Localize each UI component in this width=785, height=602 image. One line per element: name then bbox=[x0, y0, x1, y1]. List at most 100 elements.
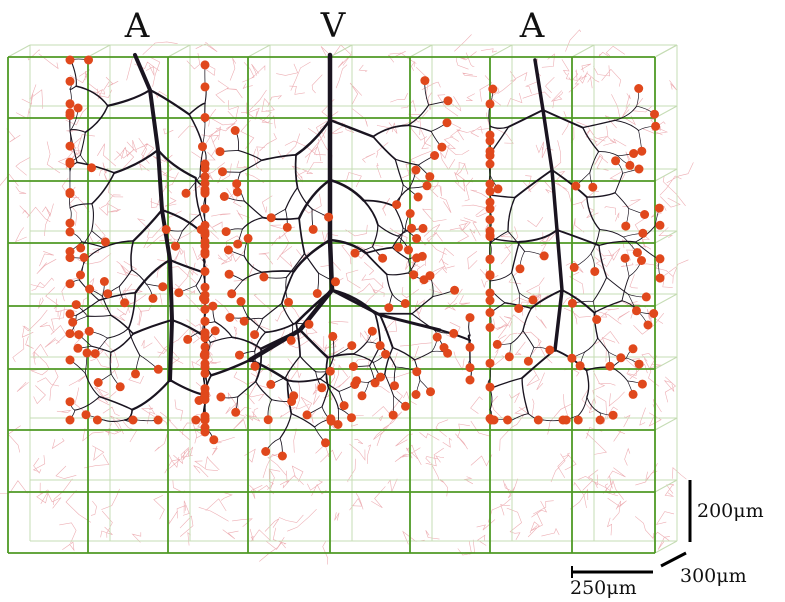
vessel bbox=[87, 315, 111, 316]
terminal-point bbox=[571, 182, 580, 191]
terminal-point bbox=[347, 341, 356, 350]
vessel bbox=[512, 414, 528, 420]
terminal-point bbox=[545, 346, 554, 355]
terminal-point bbox=[488, 85, 497, 94]
terminal-point bbox=[199, 294, 208, 303]
scale-label: 200μm bbox=[697, 500, 764, 522]
vessel bbox=[393, 348, 415, 360]
terminal-point bbox=[201, 204, 210, 213]
terminal-point bbox=[201, 267, 210, 276]
vessel bbox=[288, 379, 321, 382]
terminal-point bbox=[66, 279, 75, 288]
terminal-point bbox=[83, 348, 92, 357]
terminal-point bbox=[433, 333, 442, 342]
vessel bbox=[583, 120, 615, 127]
vessel bbox=[286, 254, 304, 278]
terminal-point bbox=[66, 329, 75, 338]
vessel bbox=[366, 248, 392, 254]
vessel bbox=[70, 130, 85, 133]
terminal-point bbox=[638, 229, 647, 238]
terminal-point bbox=[351, 249, 360, 258]
terminal-point bbox=[201, 172, 210, 181]
terminal-point bbox=[629, 390, 638, 399]
vessel bbox=[296, 120, 330, 155]
terminal-point bbox=[162, 225, 171, 234]
vessel bbox=[373, 137, 395, 160]
vessel bbox=[615, 193, 629, 209]
terminal-point bbox=[376, 373, 385, 382]
terminal-point bbox=[66, 111, 75, 120]
vein-label: V bbox=[320, 6, 347, 46]
terminal-point bbox=[216, 393, 225, 402]
terminal-point bbox=[567, 354, 576, 363]
vessel bbox=[490, 195, 515, 198]
terminal-point bbox=[191, 416, 200, 425]
terminal-point bbox=[303, 410, 312, 419]
terminal-point bbox=[324, 213, 333, 222]
terminal-point bbox=[100, 277, 109, 286]
terminal-point bbox=[66, 159, 75, 168]
terminal-point bbox=[326, 414, 335, 423]
vessel bbox=[107, 328, 128, 338]
terminal-point bbox=[389, 411, 398, 420]
terminal-point bbox=[74, 330, 83, 339]
terminal-point bbox=[66, 219, 75, 228]
terminal-point bbox=[201, 317, 210, 326]
terminal-point bbox=[201, 189, 210, 198]
terminal-point bbox=[84, 56, 93, 65]
terminal-point bbox=[222, 227, 231, 236]
terminal-point bbox=[66, 397, 75, 406]
vessel bbox=[232, 337, 261, 348]
vessel bbox=[150, 90, 189, 114]
terminal-point bbox=[404, 246, 413, 255]
vessel bbox=[593, 278, 607, 302]
terminal-point bbox=[231, 408, 240, 417]
terminal-point bbox=[529, 295, 538, 304]
terminal-point bbox=[486, 160, 495, 169]
vessel bbox=[490, 126, 509, 128]
vessel bbox=[189, 103, 205, 114]
terminal-point bbox=[182, 189, 191, 198]
terminal-point bbox=[328, 332, 337, 341]
vessel bbox=[587, 370, 589, 397]
artery-label: A bbox=[519, 6, 545, 46]
terminal-point bbox=[368, 327, 377, 336]
vessel bbox=[415, 352, 432, 360]
vessel bbox=[170, 260, 205, 273]
terminal-point bbox=[486, 270, 495, 279]
terminal-point bbox=[486, 359, 495, 368]
terminal-point bbox=[412, 234, 421, 243]
terminal-point bbox=[85, 327, 94, 336]
terminal-point bbox=[409, 270, 418, 279]
terminal-point bbox=[261, 447, 270, 456]
terminal-point bbox=[632, 306, 641, 315]
vessel bbox=[92, 204, 94, 231]
terminal-point bbox=[634, 84, 643, 93]
terminal-point bbox=[590, 267, 599, 276]
terminal-point bbox=[540, 251, 549, 260]
terminal-point bbox=[267, 213, 276, 222]
terminal-point bbox=[656, 221, 665, 230]
depth-line bbox=[572, 45, 594, 57]
vessel bbox=[104, 420, 125, 421]
terminal-point bbox=[66, 227, 75, 236]
terminal-point bbox=[486, 231, 495, 240]
terminal-point bbox=[486, 255, 495, 264]
terminal-point bbox=[283, 223, 292, 232]
vessel bbox=[100, 397, 133, 410]
terminal-point bbox=[231, 126, 240, 135]
terminal-point bbox=[66, 99, 75, 108]
terminal-point bbox=[486, 99, 495, 108]
terminal-point bbox=[394, 243, 403, 252]
depth-line bbox=[655, 45, 677, 57]
terminal-point bbox=[596, 416, 605, 425]
terminal-point bbox=[349, 362, 358, 371]
terminal-point bbox=[287, 336, 296, 345]
terminal-point bbox=[201, 82, 210, 91]
terminal-point bbox=[651, 122, 660, 131]
terminal-point bbox=[414, 193, 423, 202]
terminal-point bbox=[352, 376, 361, 385]
terminal-point bbox=[514, 304, 523, 313]
terminal-point bbox=[317, 383, 326, 392]
terminal-point bbox=[266, 380, 275, 389]
